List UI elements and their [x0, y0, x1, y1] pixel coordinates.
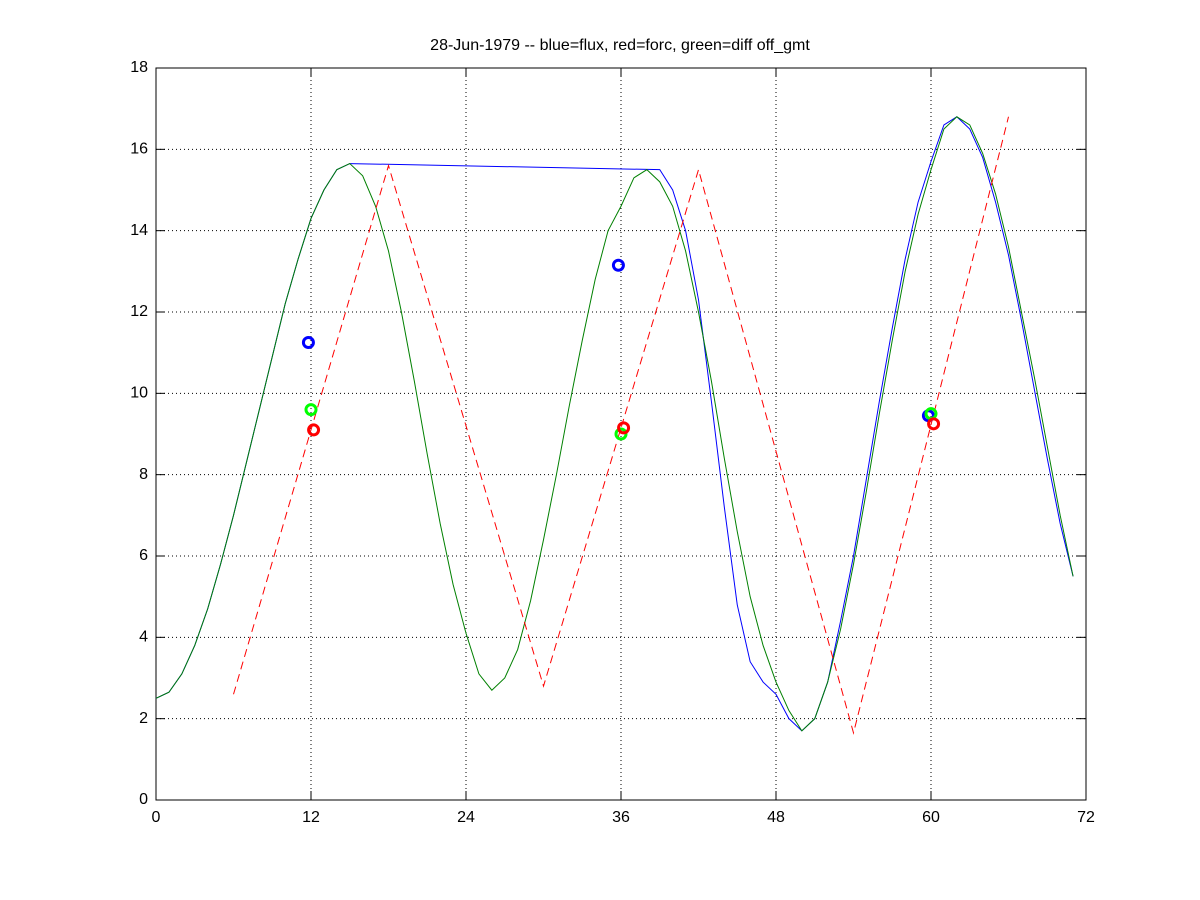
x-tick-label: 36 — [612, 809, 630, 826]
marker — [927, 417, 941, 431]
series-line — [233, 116, 1009, 735]
y-tick-label: 12 — [130, 303, 148, 320]
x-tick-label: 12 — [302, 809, 320, 826]
x-tick-label: 48 — [767, 809, 785, 826]
x-tick-label: 72 — [1077, 809, 1095, 826]
y-tick-label: 4 — [139, 629, 148, 646]
y-tick-label: 14 — [130, 222, 148, 239]
marker — [307, 423, 321, 437]
x-tick-label: 0 — [152, 809, 161, 826]
series-line — [155, 116, 1074, 732]
x-tick-label: 60 — [922, 809, 940, 826]
y-tick-label: 16 — [130, 141, 148, 158]
x-tick-label: 24 — [457, 809, 475, 826]
marker — [617, 421, 631, 435]
y-tick-label: 18 — [130, 59, 148, 76]
plot-frame — [155, 67, 1087, 801]
marker — [304, 403, 318, 417]
marker — [611, 258, 625, 272]
y-tick-label: 2 — [139, 710, 148, 727]
chart-title: 28-Jun-1979 -- blue=flux, red=forc, gree… — [430, 37, 810, 54]
y-tick-label: 10 — [130, 385, 148, 402]
y-tick-label: 8 — [139, 466, 148, 483]
marker — [301, 336, 315, 349]
y-tick-label: 0 — [139, 791, 148, 808]
marker — [614, 427, 628, 441]
y-tick-label: 6 — [139, 547, 148, 564]
